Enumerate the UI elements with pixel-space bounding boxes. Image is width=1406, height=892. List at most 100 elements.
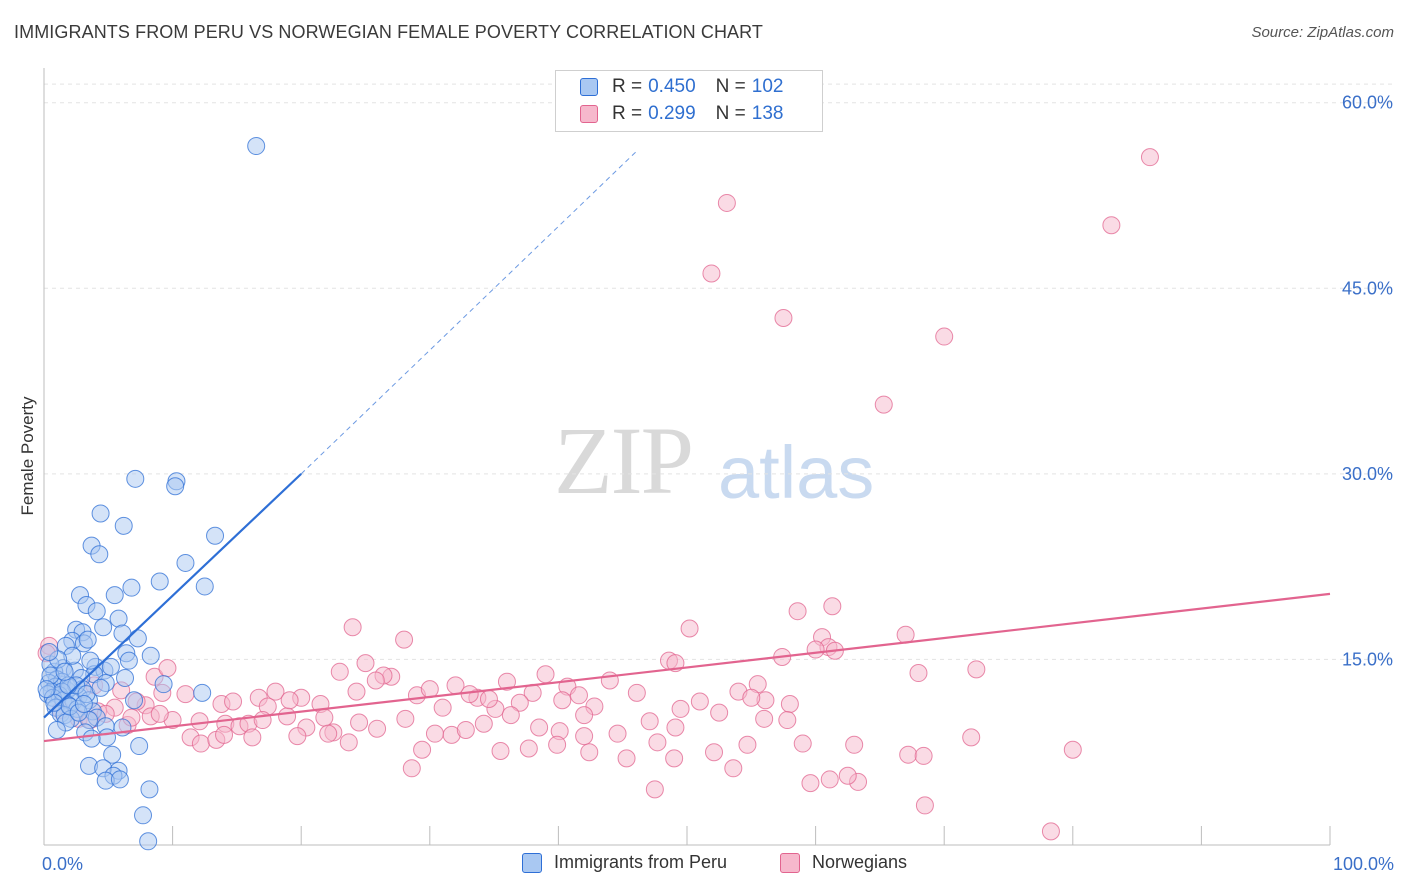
point-norwegians [705, 743, 724, 762]
point-norwegians [801, 774, 820, 793]
point-peru [82, 729, 101, 748]
point-norwegians [569, 686, 588, 705]
point-peru [94, 618, 113, 637]
point-norwegians [575, 706, 594, 725]
point-norwegians [433, 698, 452, 717]
point-peru [150, 572, 169, 591]
point-peru [141, 646, 160, 665]
point-peru [109, 609, 128, 628]
x-tick-label: 100.0% [1333, 854, 1394, 874]
point-norwegians [702, 264, 721, 283]
point-peru [103, 745, 122, 764]
legend-row-peru: R = 0.450 N = 102 [580, 75, 783, 99]
point-peru [91, 504, 110, 523]
point-norwegians [780, 694, 799, 713]
legend-label-peru: Immigrants from Peru [554, 852, 728, 872]
point-norwegians [640, 712, 659, 731]
point-norwegians [838, 766, 857, 785]
y-tick-label: 45.0% [1342, 278, 1393, 298]
point-norwegians [548, 735, 567, 754]
point-peru [154, 675, 173, 694]
point-norwegians [266, 682, 285, 701]
point-norwegians [575, 727, 594, 746]
y-tick-label: 30.0% [1342, 464, 1393, 484]
legend-n-value: 102 [751, 76, 784, 97]
legend-item-peru[interactable]: Immigrants from Peru [522, 852, 727, 873]
watermark-atlas: atlas [718, 431, 875, 514]
point-norwegians [497, 672, 516, 691]
point-norwegians [413, 740, 432, 759]
point-norwegians [967, 660, 986, 679]
point-peru [130, 737, 149, 756]
point-norwegians [315, 708, 334, 727]
point-norwegians [339, 733, 358, 752]
point-norwegians [395, 630, 414, 649]
point-norwegians [347, 682, 366, 701]
point-peru [87, 602, 106, 621]
point-norwegians [755, 709, 774, 728]
trendline-peru-extension [300, 151, 636, 475]
legend-row-norwegians: R = 0.299 N = 138 [580, 102, 783, 126]
x-tick-label: 0.0% [42, 854, 83, 874]
point-peru [81, 651, 100, 670]
point-peru [134, 806, 153, 825]
point-norwegians [608, 724, 627, 743]
point-norwegians [319, 724, 338, 743]
point-norwegians [738, 735, 757, 754]
point-norwegians [671, 699, 690, 718]
point-peru [122, 578, 141, 597]
trendline-peru [43, 473, 302, 719]
point-norwegians [774, 308, 793, 327]
point-norwegians [350, 713, 369, 732]
point-norwegians [1063, 740, 1082, 759]
point-norwegians [368, 719, 387, 738]
y-tick-label: 15.0% [1342, 649, 1393, 669]
point-peru [176, 553, 195, 572]
point-norwegians [793, 734, 812, 753]
point-norwegians [501, 706, 520, 725]
point-norwegians [680, 619, 699, 638]
point-norwegians [491, 741, 510, 760]
point-norwegians [899, 745, 918, 764]
point-norwegians [343, 618, 362, 637]
point-norwegians [820, 770, 839, 789]
point-norwegians [617, 749, 636, 768]
point-norwegians [253, 711, 272, 730]
point-peru [91, 678, 110, 697]
point-peru [247, 137, 266, 156]
point-peru [116, 668, 135, 687]
point-peru [128, 629, 147, 648]
watermark-zip: ZIP [554, 407, 694, 514]
point-norwegians [935, 327, 954, 346]
trendline-norwegians [43, 592, 1331, 743]
point-norwegians [553, 691, 572, 710]
legend-swatch-peru [580, 78, 598, 96]
point-peru [105, 586, 124, 605]
point-peru [101, 657, 120, 676]
point-norwegians [909, 664, 928, 683]
point-norwegians [690, 692, 709, 711]
point-peru [206, 526, 225, 545]
point-norwegians [278, 707, 297, 726]
point-norwegians [1102, 216, 1121, 235]
chart-title: IMMIGRANTS FROM PERU VS NORWEGIAN FEMALE… [14, 22, 764, 42]
legend-swatch-peru [522, 852, 542, 873]
point-norwegians [845, 735, 864, 754]
point-norwegians [366, 671, 385, 690]
point-norwegians [288, 727, 307, 746]
point-norwegians [806, 640, 825, 659]
legend-item-norwegians[interactable]: Norwegians [780, 852, 907, 873]
point-peru [139, 832, 158, 851]
point-peru [126, 469, 145, 488]
point-norwegians [627, 683, 646, 702]
point-norwegians [1140, 148, 1159, 167]
point-norwegians [536, 665, 555, 684]
point-norwegians [742, 688, 761, 707]
point-norwegians [420, 680, 439, 699]
point-norwegians [666, 718, 685, 737]
series-legend: Immigrants from Peru Norwegians [0, 852, 1406, 878]
point-norwegians [874, 395, 893, 414]
point-norwegians [396, 709, 415, 728]
legend-swatch-norwegians [780, 852, 800, 873]
point-peru [114, 516, 133, 535]
